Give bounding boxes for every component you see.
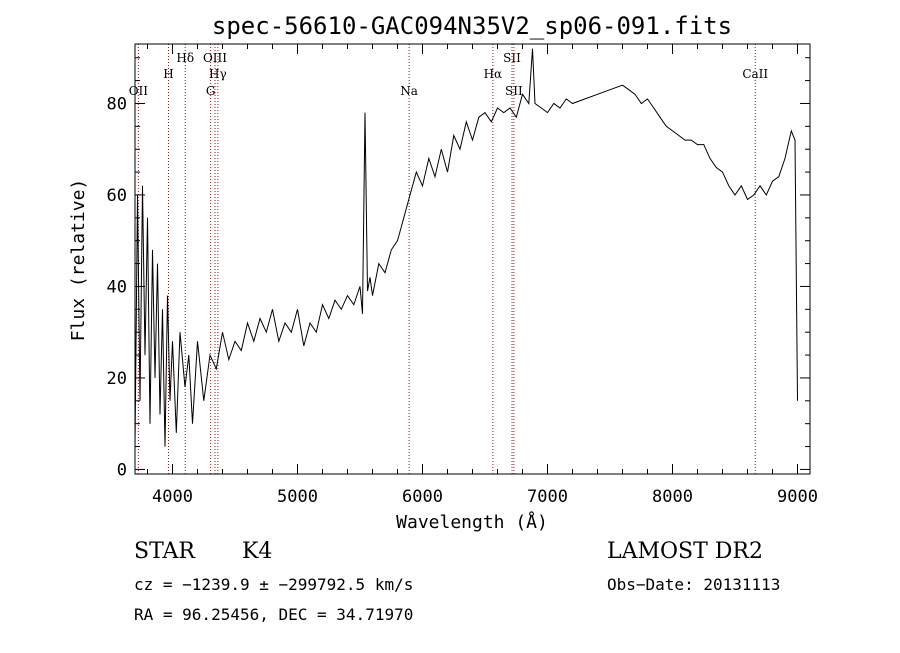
object-subclass: K4 — [242, 539, 272, 564]
y-tick-label: 60 — [107, 186, 127, 206]
spectral-line-label: Na — [400, 84, 418, 98]
y-tick-label: 80 — [107, 94, 127, 114]
y-tick-label: 40 — [107, 277, 127, 297]
spectral-line-label: Hδ — [176, 51, 194, 65]
y-tick-label: 0 — [117, 460, 127, 480]
x-tick-label: 7000 — [527, 487, 568, 507]
x-axis-label: Wavelength (Å) — [396, 511, 548, 533]
coordinates-info: RA = 96.25456, DEC = 34.71970 — [134, 605, 413, 624]
y-tick-label: 20 — [107, 369, 127, 389]
chart-title: spec-56610-GAC094N35V2_sp06-091.fits — [212, 12, 732, 40]
x-tick-label: 5000 — [277, 487, 318, 507]
spectrum-flux-line — [134, 48, 798, 447]
x-tick-label: 9000 — [777, 487, 818, 507]
spectral-line-label: OII — [129, 84, 149, 98]
x-tick-label: 8000 — [652, 487, 693, 507]
y-axis-label: Flux (relative) — [68, 179, 89, 342]
spectral-line-label: CaII — [742, 67, 768, 81]
survey-name: LAMOST DR2 — [607, 539, 763, 564]
spectral-line-label: Hγ — [209, 67, 227, 81]
object-class: STAR — [134, 539, 196, 564]
spectral-line-label: Hα — [484, 67, 503, 81]
plot-frame — [134, 43, 811, 475]
observation-date: Obs−Date: 20131113 — [607, 575, 780, 594]
x-tick-label: 6000 — [402, 487, 443, 507]
x-tick-label: 4000 — [152, 487, 193, 507]
spectral-line-label: SII — [503, 51, 521, 65]
spectral-line-label: H — [163, 67, 173, 81]
redshift-info: cz = −1239.9 ± −299792.5 km/s — [134, 575, 413, 594]
x-axis-ticks: 4000 5000 6000 7000 8000 9000 — [147, 44, 818, 507]
y-axis-ticks: 0 20 40 60 80 — [107, 57, 810, 480]
spectral-line-label: G — [206, 84, 216, 98]
spectral-line-label: OIII — [203, 51, 227, 65]
spectral-line-label: SII — [505, 84, 523, 98]
